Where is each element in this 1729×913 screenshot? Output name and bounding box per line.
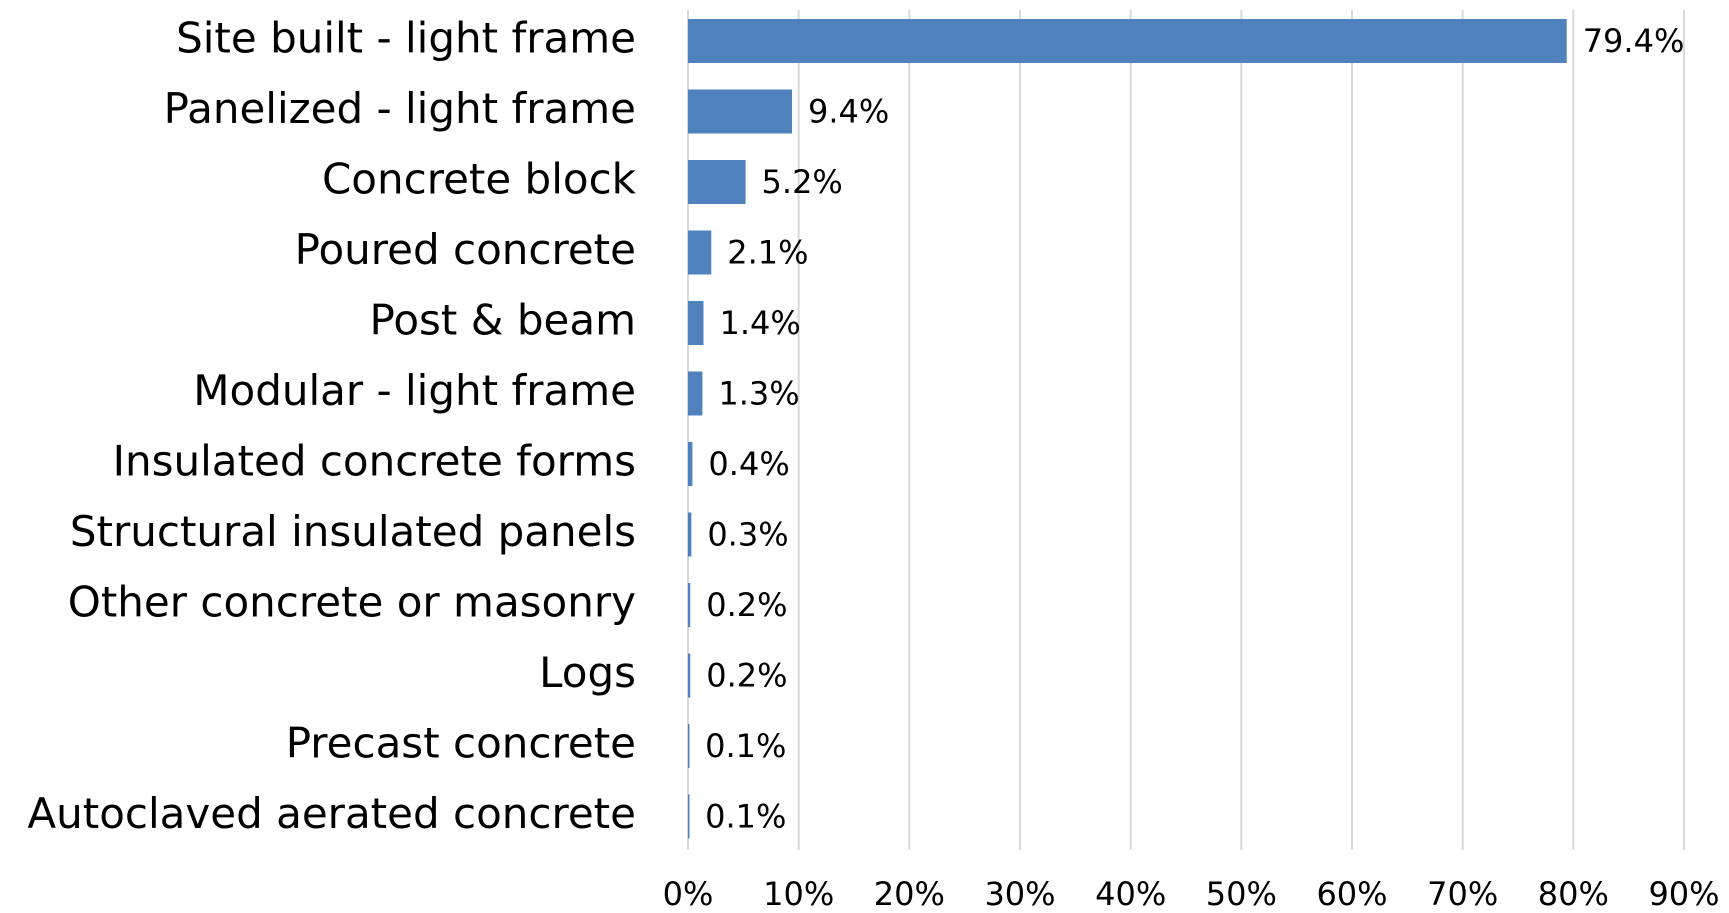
value-label: 1.3% xyxy=(718,375,799,413)
category-label: Other concrete or masonry xyxy=(68,578,636,627)
value-label: 0.1% xyxy=(705,727,786,765)
x-tick-label: 30% xyxy=(984,875,1055,913)
bar xyxy=(688,160,746,204)
value-label: 9.4% xyxy=(808,93,889,131)
x-tick-label: 70% xyxy=(1427,875,1498,913)
bar xyxy=(688,19,1567,63)
bar xyxy=(688,653,691,698)
bar xyxy=(688,512,692,557)
x-tick-label: 10% xyxy=(763,875,834,913)
value-label: 2.1% xyxy=(727,234,808,272)
x-tick-label: 20% xyxy=(874,875,945,913)
bar xyxy=(688,89,793,134)
category-label: Poured concrete xyxy=(295,225,636,274)
x-tick-label: 40% xyxy=(1095,875,1166,913)
category-label: Insulated concrete forms xyxy=(113,437,636,486)
bar xyxy=(688,583,691,627)
category-label: Post & beam xyxy=(370,296,636,345)
bar xyxy=(688,371,703,416)
category-label: Autoclaved aerated concrete xyxy=(27,789,636,838)
bar xyxy=(688,230,712,275)
bar xyxy=(688,301,704,345)
bar xyxy=(688,724,690,768)
x-tick-label: 80% xyxy=(1538,875,1609,913)
value-label: 79.4% xyxy=(1583,22,1685,60)
category-label: Site built - light frame xyxy=(176,14,636,63)
category-label: Concrete block xyxy=(322,155,637,204)
x-tick-label: 60% xyxy=(1316,875,1387,913)
category-label: Panelized - light frame xyxy=(164,84,636,133)
category-label: Precast concrete xyxy=(286,719,636,768)
value-label: 0.2% xyxy=(706,586,787,624)
value-label: 1.4% xyxy=(719,304,800,342)
category-label: Logs xyxy=(539,648,636,697)
category-label: Structural insulated panels xyxy=(70,507,636,556)
x-tick-label: 90% xyxy=(1648,875,1719,913)
bar xyxy=(688,442,693,486)
value-label: 0.3% xyxy=(707,516,788,554)
category-label: Modular - light frame xyxy=(193,366,636,415)
value-label: 0.2% xyxy=(706,657,787,695)
bar xyxy=(688,794,690,839)
value-label: 0.1% xyxy=(705,798,786,836)
value-label: 0.4% xyxy=(708,445,789,483)
value-label: 5.2% xyxy=(762,163,843,201)
x-tick-label: 50% xyxy=(1206,875,1277,913)
x-tick-label: 0% xyxy=(663,875,714,913)
